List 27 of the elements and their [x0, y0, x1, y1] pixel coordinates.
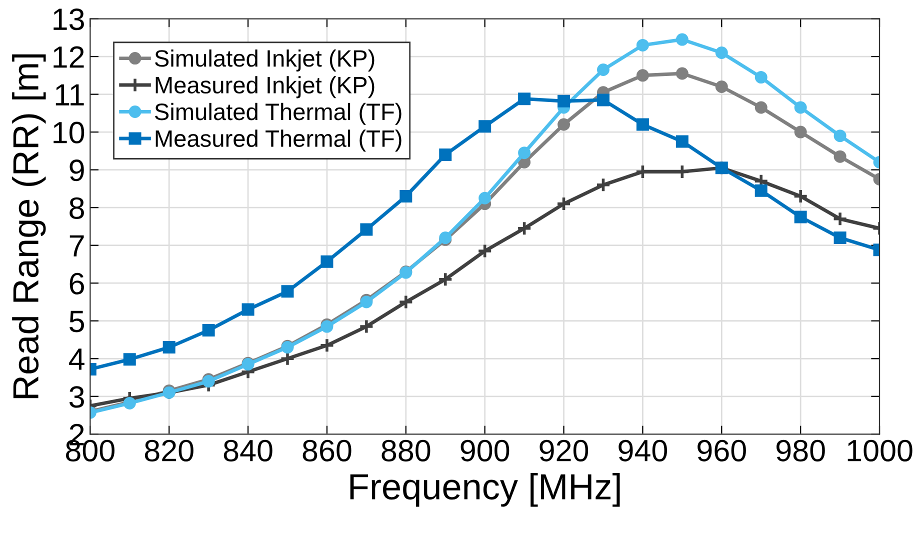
x-tick-label: 900	[460, 440, 510, 462]
y-tick-label: 8	[70, 197, 84, 219]
x-tick-label: 840	[224, 440, 272, 462]
y-tick-label: 10	[54, 122, 84, 144]
y-tick-label: 7	[70, 235, 84, 256]
x-tick-label: 940	[618, 440, 668, 462]
legend-label: Measured Inkjet (KP)	[156, 76, 374, 98]
legend-label: Simulated Inkjet (KP)	[154, 49, 374, 72]
y-tick-label: 9	[70, 160, 84, 182]
x-tick-label: 980	[776, 440, 825, 462]
legend-label: Measured Thermal (TF)	[156, 130, 402, 152]
x-tick-label: 860	[302, 440, 352, 462]
legend-label: Simulated Thermal (TF)	[154, 102, 402, 125]
x-tick-label: 880	[382, 440, 430, 462]
x-tick-label: 920	[540, 440, 588, 462]
x-tick-label: 1000	[848, 440, 912, 462]
y-tick-label: 11	[56, 84, 84, 106]
y-tick-label: 4	[69, 348, 84, 370]
y-tick-label: 13	[54, 8, 84, 30]
y-axis-title: Read Range (RR) [m]	[12, 54, 46, 398]
x-tick-label: 820	[144, 440, 194, 462]
y-tick-label: 6	[70, 272, 84, 294]
x-tick-label: 960	[698, 440, 746, 462]
x-axis-title: Frequency [MHz]	[350, 473, 620, 507]
y-tick-label: 5	[70, 310, 84, 332]
y-tick-label: 12	[54, 46, 84, 68]
y-tick-label: 3	[69, 386, 84, 408]
